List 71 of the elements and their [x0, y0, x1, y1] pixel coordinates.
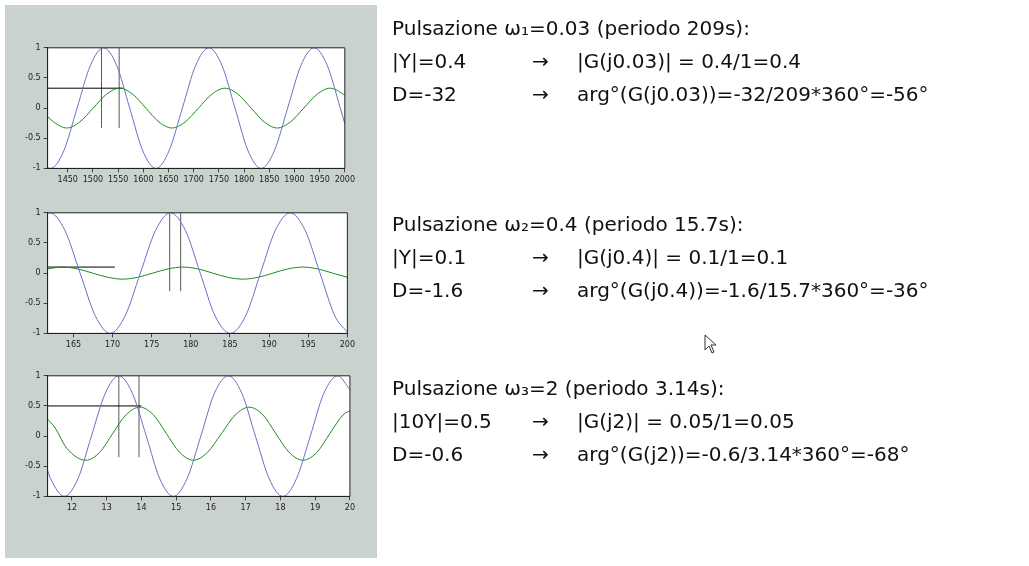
x-tick-label: 1550: [107, 175, 129, 185]
text: Pulsazione ω₂=0.4 (periodo 15.7s):: [392, 211, 745, 238]
x-tick-label: 13: [101, 503, 112, 513]
x-tick-label: 16: [205, 503, 217, 513]
text: →: [532, 441, 550, 468]
x-tick-label: 14: [136, 503, 147, 513]
y-tick-label: 1: [35, 42, 41, 52]
y-tick-label: 0: [35, 103, 41, 113]
line-series: [47, 212, 348, 334]
line-series: [47, 406, 350, 461]
x-tick-label: 2000: [334, 175, 355, 185]
y-tick-label: 1: [35, 207, 41, 217]
x-tick-label: 175: [144, 340, 160, 350]
x-tick-label: 170: [104, 340, 121, 350]
text: |Y|=0.4: [392, 48, 468, 75]
text: →: [532, 277, 550, 304]
x-tick-label: 1750: [208, 175, 230, 185]
text: D=-1.6: [392, 277, 465, 304]
text: arg°(G(j0.4))=-1.6/15.7*360°=-36°: [577, 277, 929, 304]
x-tick-label: 20: [344, 503, 355, 513]
y-tick-label: -1: [32, 491, 41, 501]
x-tick-label: 1900: [284, 175, 305, 185]
line-series: [47, 87, 345, 129]
x-tick-label: 12: [66, 503, 78, 513]
x-tick-label: 1850: [259, 175, 280, 185]
y-tick-label: 0: [35, 431, 41, 441]
text: →: [532, 244, 550, 271]
y-tick-label: -1: [32, 328, 41, 338]
y-tick-label: 0.5: [27, 238, 41, 248]
text: →: [532, 81, 550, 108]
y-tick-label: -0.5: [25, 461, 41, 471]
line-series: [47, 47, 345, 169]
text: →: [532, 408, 550, 435]
text: |10Y|=0.5: [392, 408, 493, 435]
x-tick-label: 1650: [158, 175, 179, 185]
x-tick-label: 1500: [82, 175, 104, 185]
x-tick-label: 185: [222, 340, 238, 350]
y-tick-label: 0.5: [27, 73, 41, 83]
y-tick-label: 0: [35, 268, 41, 278]
text: Pulsazione ω₃=2 (periodo 3.14s):: [392, 375, 726, 402]
x-tick-label: 17: [240, 503, 251, 513]
x-tick-label: 1600: [133, 175, 154, 185]
y-tick-label: 1: [35, 370, 41, 380]
x-tick-label: 15: [171, 503, 182, 513]
text: |G(j0.03)| = 0.4/1=0.4: [577, 48, 802, 75]
x-tick-label: 1800: [233, 175, 255, 185]
x-tick-label: 1950: [309, 175, 330, 185]
text: D=-0.6: [392, 441, 465, 468]
line-series: [47, 375, 350, 497]
x-tick-label: 165: [65, 340, 82, 350]
x-tick-label: 1700: [183, 175, 204, 185]
y-tick-label: -0.5: [25, 298, 41, 308]
y-tick-label: -0.5: [25, 133, 41, 143]
x-tick-label: 19: [310, 503, 321, 513]
text: |Y|=0.1: [392, 244, 468, 271]
y-tick-label: 0.5: [27, 401, 41, 411]
text: →: [532, 48, 550, 75]
x-tick-label: 200: [339, 340, 356, 350]
line-series: [47, 266, 348, 280]
x-tick-label: 190: [261, 340, 277, 350]
x-tick-label: 1450: [57, 175, 78, 185]
text: D=-32: [392, 81, 458, 108]
text: Pulsazione ω₁=0.03 (periodo 209s):: [392, 15, 751, 42]
x-tick-label: 180: [183, 340, 199, 350]
x-tick-label: 18: [275, 503, 286, 513]
text: arg°(G(j0.03))=-32/209*360°=-56°: [577, 81, 929, 108]
text: |G(j2)| = 0.05/1=0.05: [577, 408, 796, 435]
text: |G(j0.4)| = 0.1/1=0.1: [577, 244, 790, 271]
y-tick-label: -1: [32, 163, 41, 173]
text: arg°(G(j2))=-0.6/3.14*360°=-68°: [577, 441, 910, 468]
x-tick-label: 195: [300, 340, 316, 350]
